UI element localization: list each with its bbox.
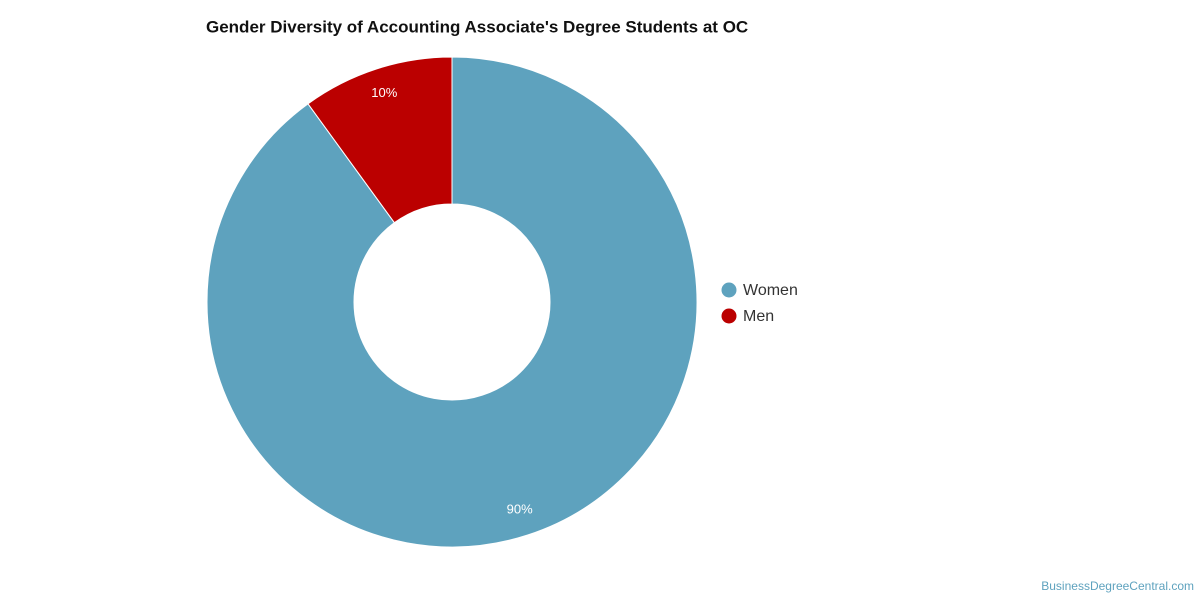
data-label: 90% (507, 502, 533, 517)
legend-label: Men (743, 308, 774, 325)
legend-marker (721, 308, 737, 324)
data-label: 10% (371, 85, 397, 100)
legend-marker (721, 282, 737, 298)
credit: BusinessDegreeCentral.com (1041, 579, 1194, 593)
legend-label: Women (743, 282, 798, 299)
chart-title: Gender Diversity of Accounting Associate… (206, 17, 748, 36)
donut-slice (307, 56, 453, 224)
donut-slice (206, 56, 698, 548)
